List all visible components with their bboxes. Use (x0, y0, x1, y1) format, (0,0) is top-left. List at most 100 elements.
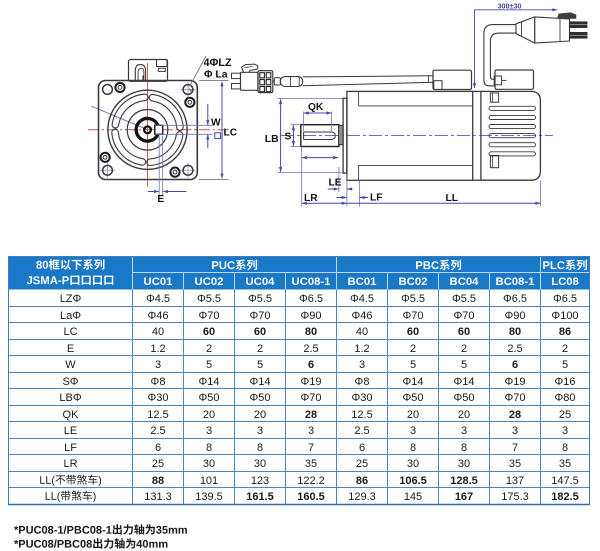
svg-text:LaΦ: LaΦ (60, 310, 81, 322)
svg-text:Φ90: Φ90 (300, 310, 321, 322)
svg-text:30: 30 (407, 458, 419, 470)
svg-text:Φ19: Φ19 (504, 376, 525, 388)
svg-text:25: 25 (559, 409, 571, 421)
svg-text:2.5: 2.5 (150, 425, 165, 437)
svg-text:LC: LC (63, 326, 77, 338)
svg-text:40: 40 (152, 326, 164, 338)
svg-text:106.5: 106.5 (399, 475, 427, 487)
svg-text:131.3: 131.3 (144, 491, 172, 503)
svg-text:UC02: UC02 (195, 276, 224, 288)
svg-text:3: 3 (359, 359, 365, 371)
svg-text:4ΦLZ: 4ΦLZ (204, 57, 232, 69)
svg-text:35: 35 (559, 458, 571, 470)
svg-text:Φ30: Φ30 (351, 392, 372, 404)
svg-text:UC08-1: UC08-1 (292, 276, 331, 288)
svg-text:Φ6.5: Φ6.5 (503, 293, 527, 305)
svg-text:123: 123 (251, 475, 269, 487)
svg-text:5: 5 (461, 359, 467, 371)
svg-text:LF: LF (370, 192, 382, 203)
svg-text:5: 5 (410, 359, 416, 371)
svg-text:8: 8 (410, 442, 416, 454)
svg-text:3: 3 (562, 425, 568, 437)
svg-text:3: 3 (308, 425, 314, 437)
svg-text:Φ14: Φ14 (453, 376, 474, 388)
svg-text:175.3: 175.3 (501, 491, 529, 503)
svg-text:LC08: LC08 (551, 276, 579, 288)
svg-text:LE: LE (329, 178, 342, 189)
svg-text:Φ19: Φ19 (300, 376, 321, 388)
svg-text:20: 20 (458, 409, 470, 421)
svg-text:Φ46: Φ46 (147, 310, 168, 322)
svg-text:Φ5.5: Φ5.5 (248, 293, 272, 305)
svg-text:6: 6 (512, 359, 518, 371)
svg-text:147.5: 147.5 (551, 475, 579, 487)
svg-text:2.5: 2.5 (303, 343, 318, 355)
svg-text:E: E (67, 343, 74, 355)
svg-text:Φ4.5: Φ4.5 (146, 293, 170, 305)
svg-text:3: 3 (155, 359, 161, 371)
svg-text:Φ La: Φ La (204, 70, 228, 81)
svg-text:300±30: 300±30 (498, 2, 522, 11)
svg-text:Φ70: Φ70 (249, 310, 270, 322)
svg-text:LR: LR (63, 458, 77, 470)
svg-text:3: 3 (461, 425, 467, 437)
svg-text:Φ6.5: Φ6.5 (553, 293, 577, 305)
svg-text:BC04: BC04 (450, 276, 480, 288)
svg-text:3: 3 (206, 425, 212, 437)
svg-text:BC08-1: BC08-1 (496, 276, 535, 288)
svg-text:8: 8 (461, 442, 467, 454)
svg-text:Φ4.5: Φ4.5 (350, 293, 374, 305)
svg-text:88: 88 (152, 475, 164, 487)
svg-text:30: 30 (254, 458, 266, 470)
svg-text:28: 28 (509, 409, 521, 421)
svg-text:182.5: 182.5 (551, 491, 579, 503)
svg-text:8: 8 (257, 442, 263, 454)
svg-text:60: 60 (254, 326, 266, 338)
svg-text:5: 5 (562, 359, 568, 371)
svg-text:Φ70: Φ70 (300, 392, 321, 404)
svg-text:Φ8: Φ8 (151, 376, 166, 388)
svg-text:Φ70: Φ70 (504, 392, 525, 404)
svg-text:E: E (157, 194, 164, 205)
svg-text:80: 80 (509, 326, 521, 338)
svg-text:Φ16: Φ16 (554, 376, 575, 388)
svg-text:86: 86 (356, 475, 368, 487)
svg-text:28: 28 (305, 409, 317, 421)
svg-text:Φ50: Φ50 (198, 392, 219, 404)
svg-text:LL: LL (446, 193, 458, 204)
svg-text:Φ50: Φ50 (402, 392, 423, 404)
svg-text:Φ30: Φ30 (147, 392, 168, 404)
svg-text:2.5: 2.5 (354, 425, 369, 437)
svg-text:Φ80: Φ80 (554, 392, 575, 404)
svg-text:20: 20 (407, 409, 419, 421)
svg-text:2: 2 (562, 343, 568, 355)
svg-text:12.5: 12.5 (147, 409, 168, 421)
svg-text:QK: QK (63, 409, 80, 421)
svg-text:1.2: 1.2 (150, 343, 165, 355)
svg-text:7: 7 (308, 442, 314, 454)
svg-text:161.5: 161.5 (246, 491, 274, 503)
svg-text:BC01: BC01 (348, 276, 377, 288)
svg-text:6: 6 (155, 442, 161, 454)
svg-text:Φ46: Φ46 (351, 310, 372, 322)
svg-text:101: 101 (200, 475, 218, 487)
svg-text:LZΦ: LZΦ (60, 293, 82, 305)
svg-text:25: 25 (152, 458, 164, 470)
svg-text:Φ70: Φ70 (198, 310, 219, 322)
svg-text:20: 20 (203, 409, 215, 421)
svg-text:86: 86 (559, 326, 571, 338)
svg-text:139.5: 139.5 (195, 491, 223, 503)
svg-text:Φ14: Φ14 (402, 376, 423, 388)
svg-text:167: 167 (455, 491, 473, 503)
svg-text:SΦ: SΦ (62, 376, 78, 388)
svg-text:Φ5.5: Φ5.5 (197, 293, 221, 305)
svg-text:12.5: 12.5 (351, 409, 372, 421)
svg-text:Φ90: Φ90 (504, 310, 525, 322)
svg-text:3: 3 (410, 425, 416, 437)
svg-text:Φ70: Φ70 (453, 310, 474, 322)
svg-text:8: 8 (206, 442, 212, 454)
svg-text:160.5: 160.5 (297, 491, 325, 503)
svg-text:60: 60 (203, 326, 215, 338)
svg-text:2: 2 (257, 343, 263, 355)
svg-text:128.5: 128.5 (450, 475, 478, 487)
